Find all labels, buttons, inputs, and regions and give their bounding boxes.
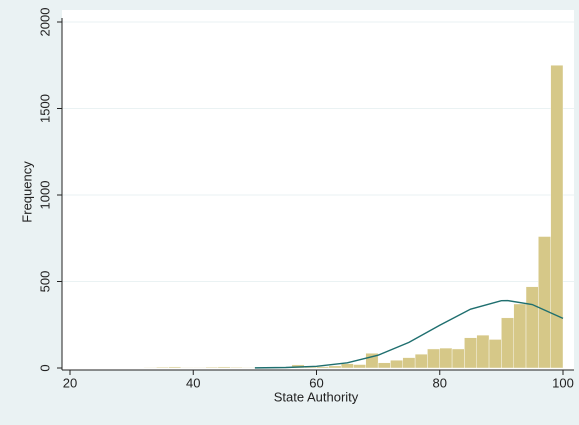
bar xyxy=(427,348,440,369)
bar xyxy=(143,367,157,369)
bar xyxy=(230,367,243,369)
bar xyxy=(353,364,367,369)
x-tick-label: 100 xyxy=(552,375,574,390)
x-axis-title: State Authority xyxy=(274,389,359,404)
bar xyxy=(550,65,564,369)
bar xyxy=(439,347,453,369)
bar xyxy=(476,334,490,369)
bar xyxy=(316,366,330,369)
bar xyxy=(513,303,527,369)
x-tick-label: 60 xyxy=(309,375,323,390)
y-tick-label: 500 xyxy=(37,271,52,293)
x-tick-label: 40 xyxy=(186,375,200,390)
bar xyxy=(451,348,465,369)
x-tick-label: 80 xyxy=(433,375,447,390)
bar xyxy=(180,367,194,369)
plot-area xyxy=(62,10,574,370)
bar xyxy=(390,360,403,369)
y-axis-title: Frequency xyxy=(19,161,34,223)
bar xyxy=(402,357,416,369)
density-curve xyxy=(254,299,564,369)
bar xyxy=(156,366,169,369)
bar xyxy=(501,317,514,369)
bar xyxy=(525,286,539,369)
bar xyxy=(217,366,231,369)
bar xyxy=(340,363,354,369)
y-tick-label: 1500 xyxy=(37,94,52,123)
bar xyxy=(242,367,256,369)
y-tick-label: 2000 xyxy=(37,8,52,37)
y-tick-label: 0 xyxy=(37,364,52,371)
x-tick-label: 20 xyxy=(63,375,77,390)
bar xyxy=(464,337,477,369)
y-tick-label: 1000 xyxy=(37,181,52,210)
bar xyxy=(414,353,428,369)
bar xyxy=(328,365,342,369)
bar xyxy=(205,366,219,369)
bar xyxy=(377,362,391,369)
bar xyxy=(538,236,551,369)
bar xyxy=(488,339,502,369)
bar xyxy=(193,367,206,369)
bar xyxy=(168,366,182,369)
